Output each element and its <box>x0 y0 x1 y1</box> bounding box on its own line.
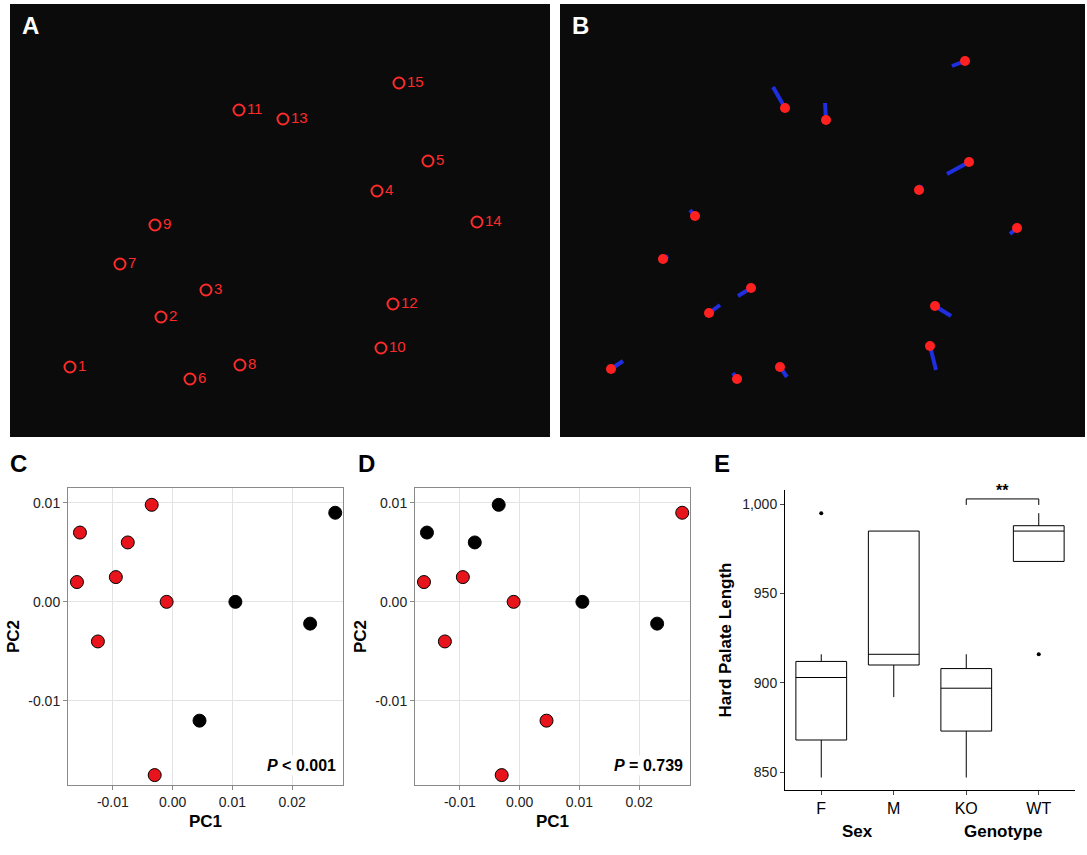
svg-text:3: 3 <box>214 280 222 297</box>
svg-text:PC1: PC1 <box>536 812 569 831</box>
svg-text:F: F <box>816 800 826 817</box>
svg-text:-0.01: -0.01 <box>28 693 60 709</box>
svg-text:9: 9 <box>163 215 171 232</box>
svg-text:0.00: 0.00 <box>380 594 407 610</box>
svg-text:0.02: 0.02 <box>626 794 653 810</box>
svg-text:900: 900 <box>754 675 778 691</box>
svg-text:0.00: 0.00 <box>33 594 60 610</box>
svg-text:0.00: 0.00 <box>506 794 533 810</box>
svg-text:1: 1 <box>78 357 86 374</box>
svg-text:950: 950 <box>754 585 778 601</box>
svg-text:Genotype: Genotype <box>964 822 1042 841</box>
svg-text:-0.01: -0.01 <box>375 693 407 709</box>
svg-text:P = 0.739: P = 0.739 <box>614 757 683 774</box>
svg-text:E: E <box>714 450 730 477</box>
svg-text:**: ** <box>996 482 1009 499</box>
svg-text:-0.01: -0.01 <box>97 794 129 810</box>
svg-text:Hard Palate Length: Hard Palate Length <box>716 563 735 718</box>
svg-text:0.00: 0.00 <box>159 794 186 810</box>
svg-text:8: 8 <box>248 355 256 372</box>
svg-text:PC2: PC2 <box>351 620 370 653</box>
svg-text:5: 5 <box>436 151 444 168</box>
svg-text:10: 10 <box>389 338 406 355</box>
svg-text:0.01: 0.01 <box>219 794 246 810</box>
svg-text:Sex: Sex <box>842 822 873 841</box>
svg-text:15: 15 <box>407 73 424 90</box>
svg-text:A: A <box>22 12 39 39</box>
svg-text:1,000: 1,000 <box>742 496 777 512</box>
svg-text:D: D <box>358 450 375 477</box>
svg-text:WT: WT <box>1026 800 1051 817</box>
svg-text:PC1: PC1 <box>189 812 222 831</box>
svg-text:6: 6 <box>198 369 206 386</box>
svg-text:B: B <box>572 12 589 39</box>
svg-text:-0.01: -0.01 <box>444 794 476 810</box>
svg-text:0.02: 0.02 <box>279 794 306 810</box>
svg-text:P < 0.001: P < 0.001 <box>267 757 336 774</box>
svg-text:C: C <box>10 450 27 477</box>
svg-text:7: 7 <box>128 254 136 271</box>
svg-text:12: 12 <box>401 294 418 311</box>
svg-text:14: 14 <box>485 212 502 229</box>
svg-text:850: 850 <box>754 764 778 780</box>
svg-text:0.01: 0.01 <box>33 495 60 511</box>
svg-text:11: 11 <box>247 100 263 117</box>
svg-text:PC2: PC2 <box>4 620 23 653</box>
svg-text:13: 13 <box>291 109 308 126</box>
svg-text:0.01: 0.01 <box>566 794 593 810</box>
svg-text:M: M <box>887 800 900 817</box>
svg-text:4: 4 <box>385 181 393 198</box>
svg-text:2: 2 <box>169 307 177 324</box>
svg-text:0.01: 0.01 <box>380 495 407 511</box>
svg-text:KO: KO <box>955 800 978 817</box>
